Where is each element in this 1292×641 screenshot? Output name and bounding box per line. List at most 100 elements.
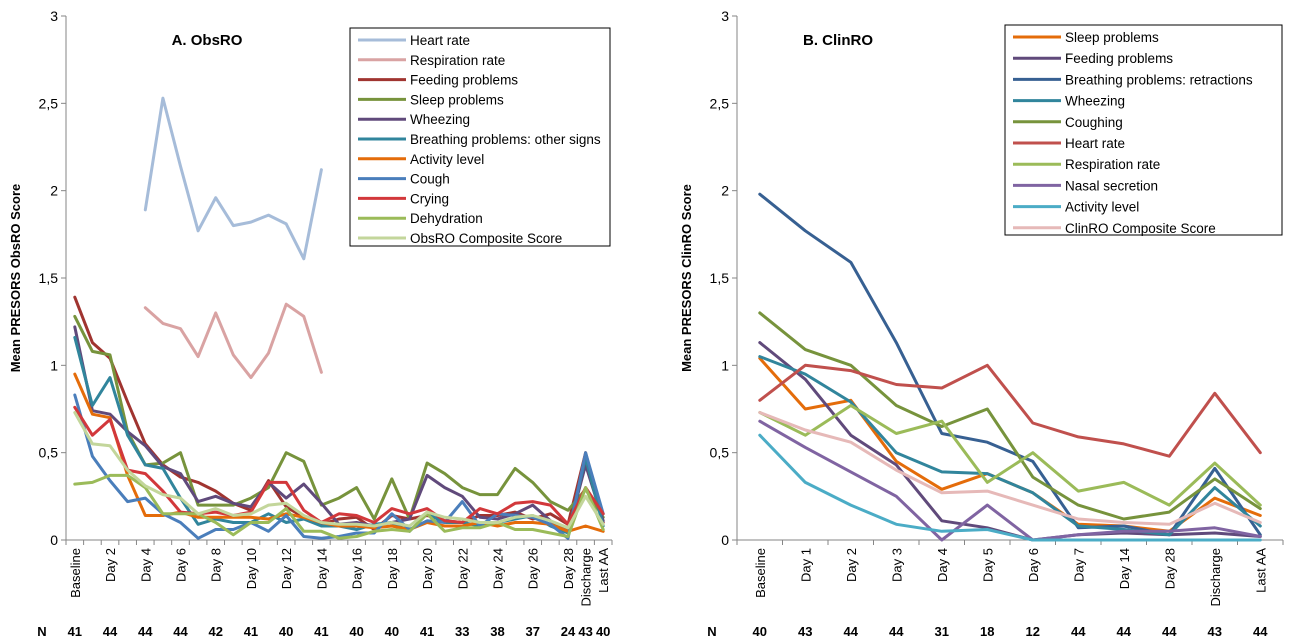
x-tick-label: Discharge xyxy=(579,548,594,607)
series-line xyxy=(73,295,605,531)
y-tick-label: 1 xyxy=(50,357,58,373)
x-tick-label: Day 28 xyxy=(561,548,576,589)
n-value: 24 xyxy=(561,624,576,639)
chart-title: B. ClinRO xyxy=(803,32,873,49)
n-value: 40 xyxy=(596,624,610,639)
series-line xyxy=(758,355,1262,537)
series-line xyxy=(758,404,1262,507)
x-tick-label: Day 28 xyxy=(1162,548,1177,589)
legend-label: Respiration rate xyxy=(1065,157,1160,172)
n-value: 41 xyxy=(314,624,328,639)
x-tick-label: Day 24 xyxy=(491,548,506,589)
chart-clinro: 0 0,5 1 1,5 2 2,5 3 Baseline Day 1 Day 2 Day 3 Day … xyxy=(679,8,1284,639)
n-value: 12 xyxy=(1026,624,1040,639)
legend-label: Activity level xyxy=(1065,200,1139,215)
y-tick-label: 1,5 xyxy=(39,270,59,286)
x-tick-label: Day 3 xyxy=(889,548,904,582)
x-tick-label: Day 10 xyxy=(244,548,259,589)
x-tick-label: Day 4 xyxy=(138,548,153,582)
n-value: 18 xyxy=(980,624,994,639)
legend-label: ObsRO Composite Score xyxy=(410,231,562,246)
n-value: 44 xyxy=(1162,624,1177,639)
x-tick-label: Day 8 xyxy=(209,548,224,582)
legend-label: Crying xyxy=(410,191,449,206)
n-value: 43 xyxy=(578,624,592,639)
y-tick-label: 1,5 xyxy=(710,270,730,286)
y-tick-label: 3 xyxy=(50,8,58,24)
x-tick-label: Day 6 xyxy=(173,548,188,582)
y-tick-label: 2 xyxy=(721,183,729,199)
y-axis-title: Mean PRESORS ClinRO Score xyxy=(679,184,694,372)
n-value: 31 xyxy=(935,624,949,639)
y-axis-title: Mean PRESORS ObsRO Score xyxy=(8,184,23,373)
legend-label: Breathing problems: retractions xyxy=(1065,72,1253,87)
n-value: 44 xyxy=(1117,624,1132,639)
x-tick-label: Day 5 xyxy=(980,548,995,582)
legend-label: Heart rate xyxy=(410,33,470,48)
x-tick-label: Day 20 xyxy=(420,548,435,589)
n-value: 37 xyxy=(526,624,540,639)
n-value: 43 xyxy=(1208,624,1222,639)
legend-label: Sleep problems xyxy=(1065,30,1159,45)
y-tick-label: 3 xyxy=(721,8,729,24)
y-tick-label: 2 xyxy=(50,183,58,199)
y-tick-label: 2,5 xyxy=(710,95,730,111)
x-tick-label: Day 14 xyxy=(314,548,329,589)
series-line xyxy=(143,96,323,261)
n-value: 38 xyxy=(490,624,504,639)
legend-label: Sleep problems xyxy=(410,92,504,107)
x-tick-label: Baseline xyxy=(753,548,768,598)
n-value: 42 xyxy=(208,624,222,639)
legend-label: Cough xyxy=(410,172,450,187)
x-tick-label: Day 22 xyxy=(455,548,470,589)
x-tick-label: Day 14 xyxy=(1117,548,1132,589)
n-value: 40 xyxy=(385,624,399,639)
n-value: 41 xyxy=(244,624,258,639)
x-tick-label: Discharge xyxy=(1208,548,1223,607)
y-tick-label: 0,5 xyxy=(710,445,730,461)
n-value: 44 xyxy=(103,624,118,639)
x-tick-label: Day 4 xyxy=(935,548,950,582)
n-value: 44 xyxy=(173,624,188,639)
series-line xyxy=(73,411,605,530)
x-tick-label: Day 12 xyxy=(279,548,294,589)
n-value: 44 xyxy=(1071,624,1086,639)
n-value: 43 xyxy=(798,624,812,639)
n-value: 44 xyxy=(889,624,904,639)
n-value: 33 xyxy=(455,624,469,639)
legend: Sleep problems Feeding problems Breathing … xyxy=(1004,24,1283,236)
legend-label: Breathing problems: other signs xyxy=(410,132,601,147)
n-value: 41 xyxy=(420,624,434,639)
x-tick-label: Day 2 xyxy=(103,548,118,582)
x-tick-label: Day 7 xyxy=(1071,548,1086,582)
n-value: 44 xyxy=(1253,624,1268,639)
legend-box xyxy=(349,27,611,247)
series-line xyxy=(758,419,1262,542)
y-tick-label: 0 xyxy=(50,532,58,548)
n-row-label: N xyxy=(37,624,46,639)
chart-obsro: 0 0,5 1 1,5 2 2,5 3 Baseline Day 2 Day 4 Day 6 Day … xyxy=(8,8,613,639)
n-value: 44 xyxy=(844,624,859,639)
n-value: 40 xyxy=(753,624,767,639)
n-value: 40 xyxy=(279,624,293,639)
series-line xyxy=(73,372,605,533)
legend-label: Dehydration xyxy=(410,211,483,226)
series-line xyxy=(143,302,323,380)
series-line xyxy=(758,363,1262,458)
legend-label: Wheezing xyxy=(410,112,470,127)
x-tick-label: Day 26 xyxy=(526,548,541,589)
x-tick-label: Day 2 xyxy=(844,548,859,582)
legend-label: Coughing xyxy=(1065,115,1123,130)
legend-label: Respiration rate xyxy=(410,53,505,68)
x-tick-label: Day 16 xyxy=(350,548,365,589)
x-tick-label: Baseline xyxy=(68,548,83,598)
n-value: 41 xyxy=(68,624,82,639)
x-tick-label: Day 1 xyxy=(798,548,813,582)
y-tick-label: 2,5 xyxy=(39,95,59,111)
x-tick-label: Last AA xyxy=(1253,548,1268,593)
series-line xyxy=(758,311,1262,521)
x-tick-label: Last AA xyxy=(596,548,611,593)
n-value: 44 xyxy=(138,624,153,639)
x-tick-label: Day 6 xyxy=(1026,548,1041,582)
